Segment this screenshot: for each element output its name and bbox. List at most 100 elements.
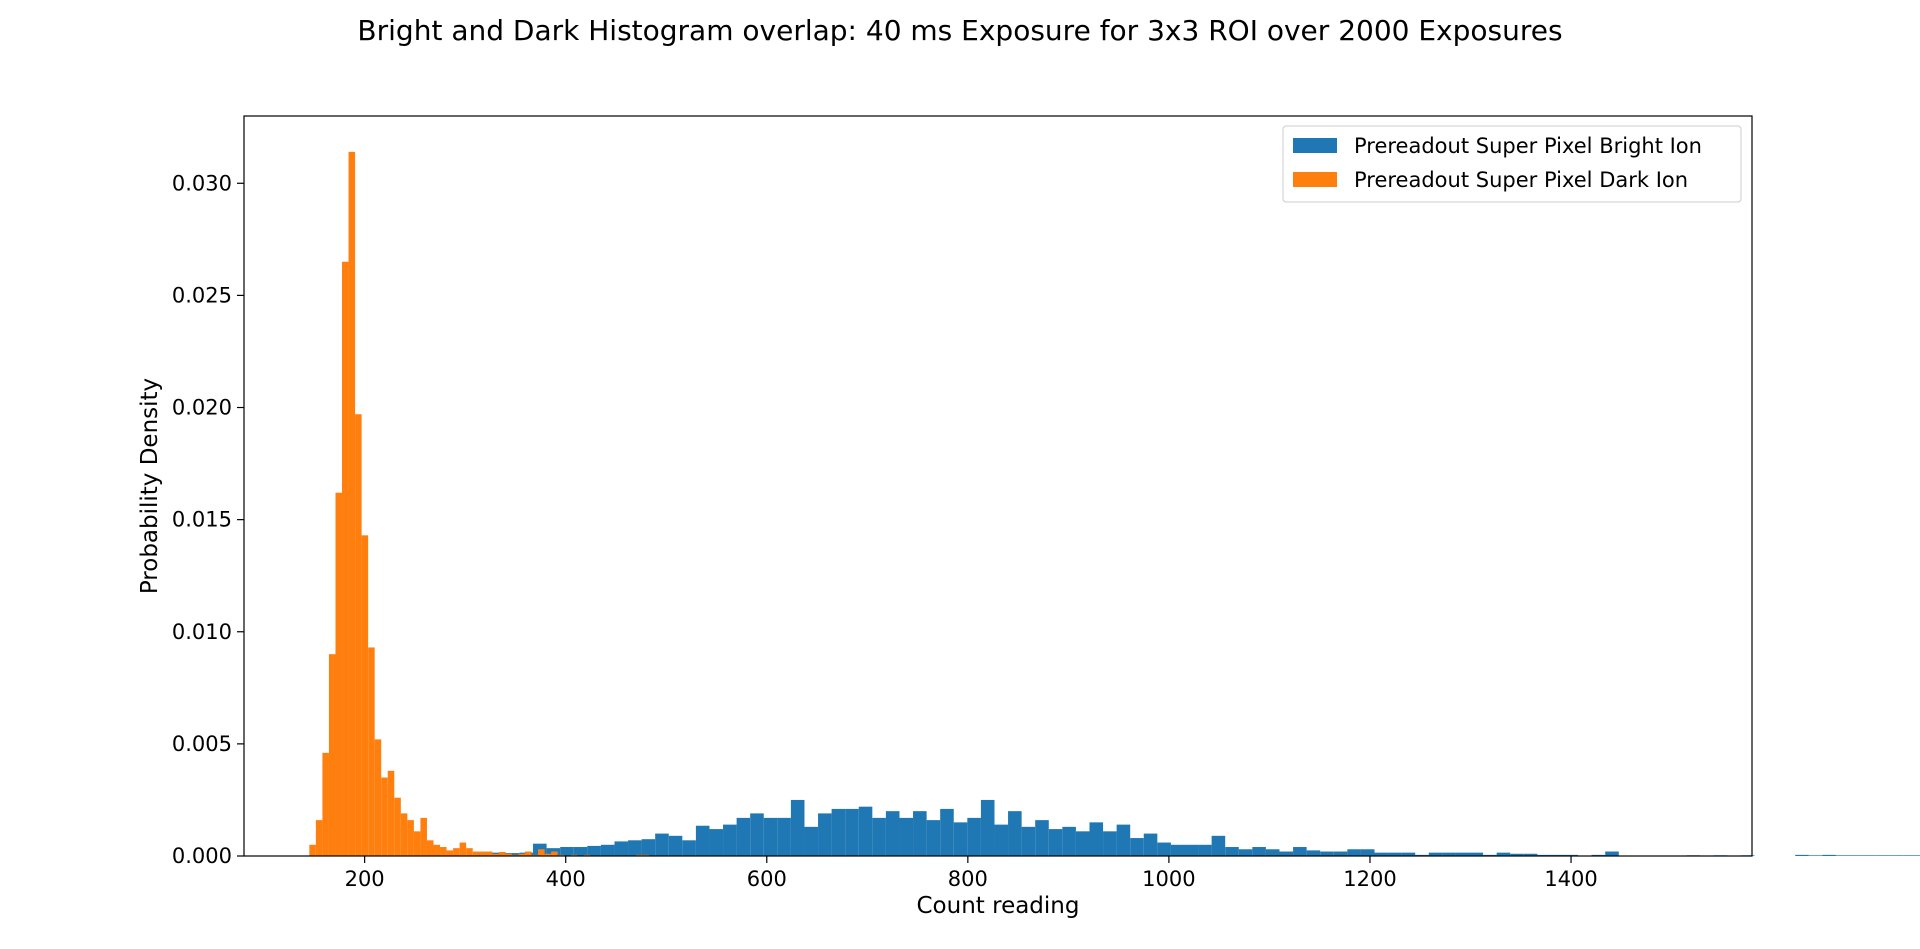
bright-bar — [1388, 852, 1402, 856]
x-tick-label: 1000 — [1142, 867, 1195, 891]
y-axis-label: Probability Density — [137, 378, 163, 594]
dark-bar — [328, 654, 336, 856]
bright-bar — [1048, 829, 1063, 856]
bright-bar — [1116, 824, 1131, 856]
bright-bar — [1103, 831, 1117, 856]
bright-bar — [804, 826, 819, 856]
bright-bar — [1347, 849, 1361, 856]
bright-ion-bars — [465, 799, 1920, 856]
bright-bar — [1496, 852, 1511, 856]
bright-bar — [641, 839, 656, 856]
bright-bar — [1863, 855, 1877, 856]
bright-bar — [1808, 855, 1823, 856]
dark-bar — [446, 850, 454, 856]
chart-title: Bright and Dark Histogram overlap: 40 ms… — [357, 14, 1562, 47]
bright-bar — [1890, 855, 1904, 856]
bright-bar — [790, 799, 805, 856]
bright-bar — [818, 813, 832, 856]
dark-bar — [433, 844, 441, 856]
bright-bar — [1903, 855, 1918, 856]
x-axis-label: Count reading — [917, 893, 1080, 919]
bright-bar — [1293, 847, 1307, 856]
bright-bar — [1442, 852, 1456, 856]
dark-bar — [524, 851, 532, 856]
bright-bar — [1822, 854, 1836, 856]
y-tick-label: 0.025 — [172, 283, 232, 307]
dark-bar — [485, 851, 493, 856]
bright-bar — [1455, 852, 1470, 856]
y-axis: 0.000 0.005 0.010 0.015 0.020 0.025 0.030 — [172, 171, 244, 868]
legend-swatch-bright — [1293, 138, 1337, 153]
bright-bar — [858, 806, 873, 856]
dark-bar — [400, 813, 408, 856]
bright-bar — [709, 829, 724, 856]
plot-frame — [243, 115, 1753, 857]
dark-bar — [374, 739, 382, 856]
bright-bar — [614, 841, 629, 856]
dark-bar — [453, 848, 460, 856]
bright-bar — [763, 817, 778, 856]
y-tick-label: 0.015 — [172, 508, 232, 532]
bright-bar — [1795, 854, 1809, 856]
x-tick-label: 1400 — [1544, 867, 1597, 891]
bright-bar — [1333, 851, 1348, 856]
bright-bar — [885, 811, 900, 856]
bright-bar — [1170, 844, 1185, 856]
bright-bar — [926, 820, 941, 856]
x-tick-label: 400 — [546, 867, 586, 891]
bright-bar — [723, 824, 737, 856]
dark-bar — [472, 851, 480, 856]
dark-bar — [315, 820, 323, 856]
bright-bar — [1143, 833, 1158, 856]
x-axis: 200 400 600 800 1000 1200 1400 — [345, 856, 1598, 891]
bright-bar — [573, 847, 588, 856]
dark-bar — [309, 844, 316, 856]
dark-bar — [342, 261, 349, 856]
bright-bar — [695, 825, 710, 856]
bright-bar — [1849, 855, 1864, 856]
legend-label-dark: Prereadout Super Pixel Dark Ion — [1354, 168, 1688, 192]
bright-bar — [1917, 855, 1920, 856]
bright-bar — [1130, 838, 1144, 856]
dark-bar — [387, 770, 395, 856]
bright-bar — [1320, 851, 1334, 856]
dark-bar — [381, 777, 388, 856]
dark-bar — [538, 849, 545, 856]
dark-bar — [407, 820, 414, 856]
bright-bar — [668, 835, 683, 856]
bright-bar — [1062, 826, 1076, 856]
bright-bar — [1225, 847, 1239, 856]
x-tick-label: 600 — [747, 867, 787, 891]
dark-bar — [394, 797, 401, 856]
dark-bar — [505, 853, 512, 856]
bright-bar — [1510, 853, 1524, 856]
bright-bar — [1008, 811, 1022, 856]
y-tick-label: 0.005 — [172, 732, 232, 756]
x-tick-label: 800 — [948, 867, 988, 891]
y-tick-label: 0.010 — [172, 620, 232, 644]
dark-bar — [440, 847, 447, 856]
dark-bar — [459, 842, 467, 856]
bright-bar — [1605, 851, 1619, 856]
bright-bar — [1035, 820, 1049, 856]
dark-bar — [420, 817, 427, 856]
bright-bar — [913, 811, 927, 856]
legend-label-bright: Prereadout Super Pixel Bright Ion — [1354, 134, 1702, 158]
dark-bar — [361, 535, 369, 856]
bright-bar — [980, 799, 995, 856]
bright-bar — [831, 808, 846, 856]
dark-bar — [544, 853, 552, 856]
bright-bar — [845, 808, 859, 856]
bright-bar — [1401, 852, 1416, 856]
dark-ion-bars — [309, 151, 650, 856]
y-tick-label: 0.030 — [172, 171, 232, 195]
y-tick-label: 0.020 — [172, 396, 232, 420]
bright-bar — [750, 813, 764, 856]
legend: Prereadout Super Pixel Bright Ion Prerea… — [1282, 125, 1742, 203]
bright-bar — [1021, 826, 1036, 856]
bright-bar — [1198, 844, 1212, 856]
dark-bar — [322, 752, 329, 856]
dark-bar — [466, 848, 473, 856]
dark-bar — [355, 414, 362, 856]
